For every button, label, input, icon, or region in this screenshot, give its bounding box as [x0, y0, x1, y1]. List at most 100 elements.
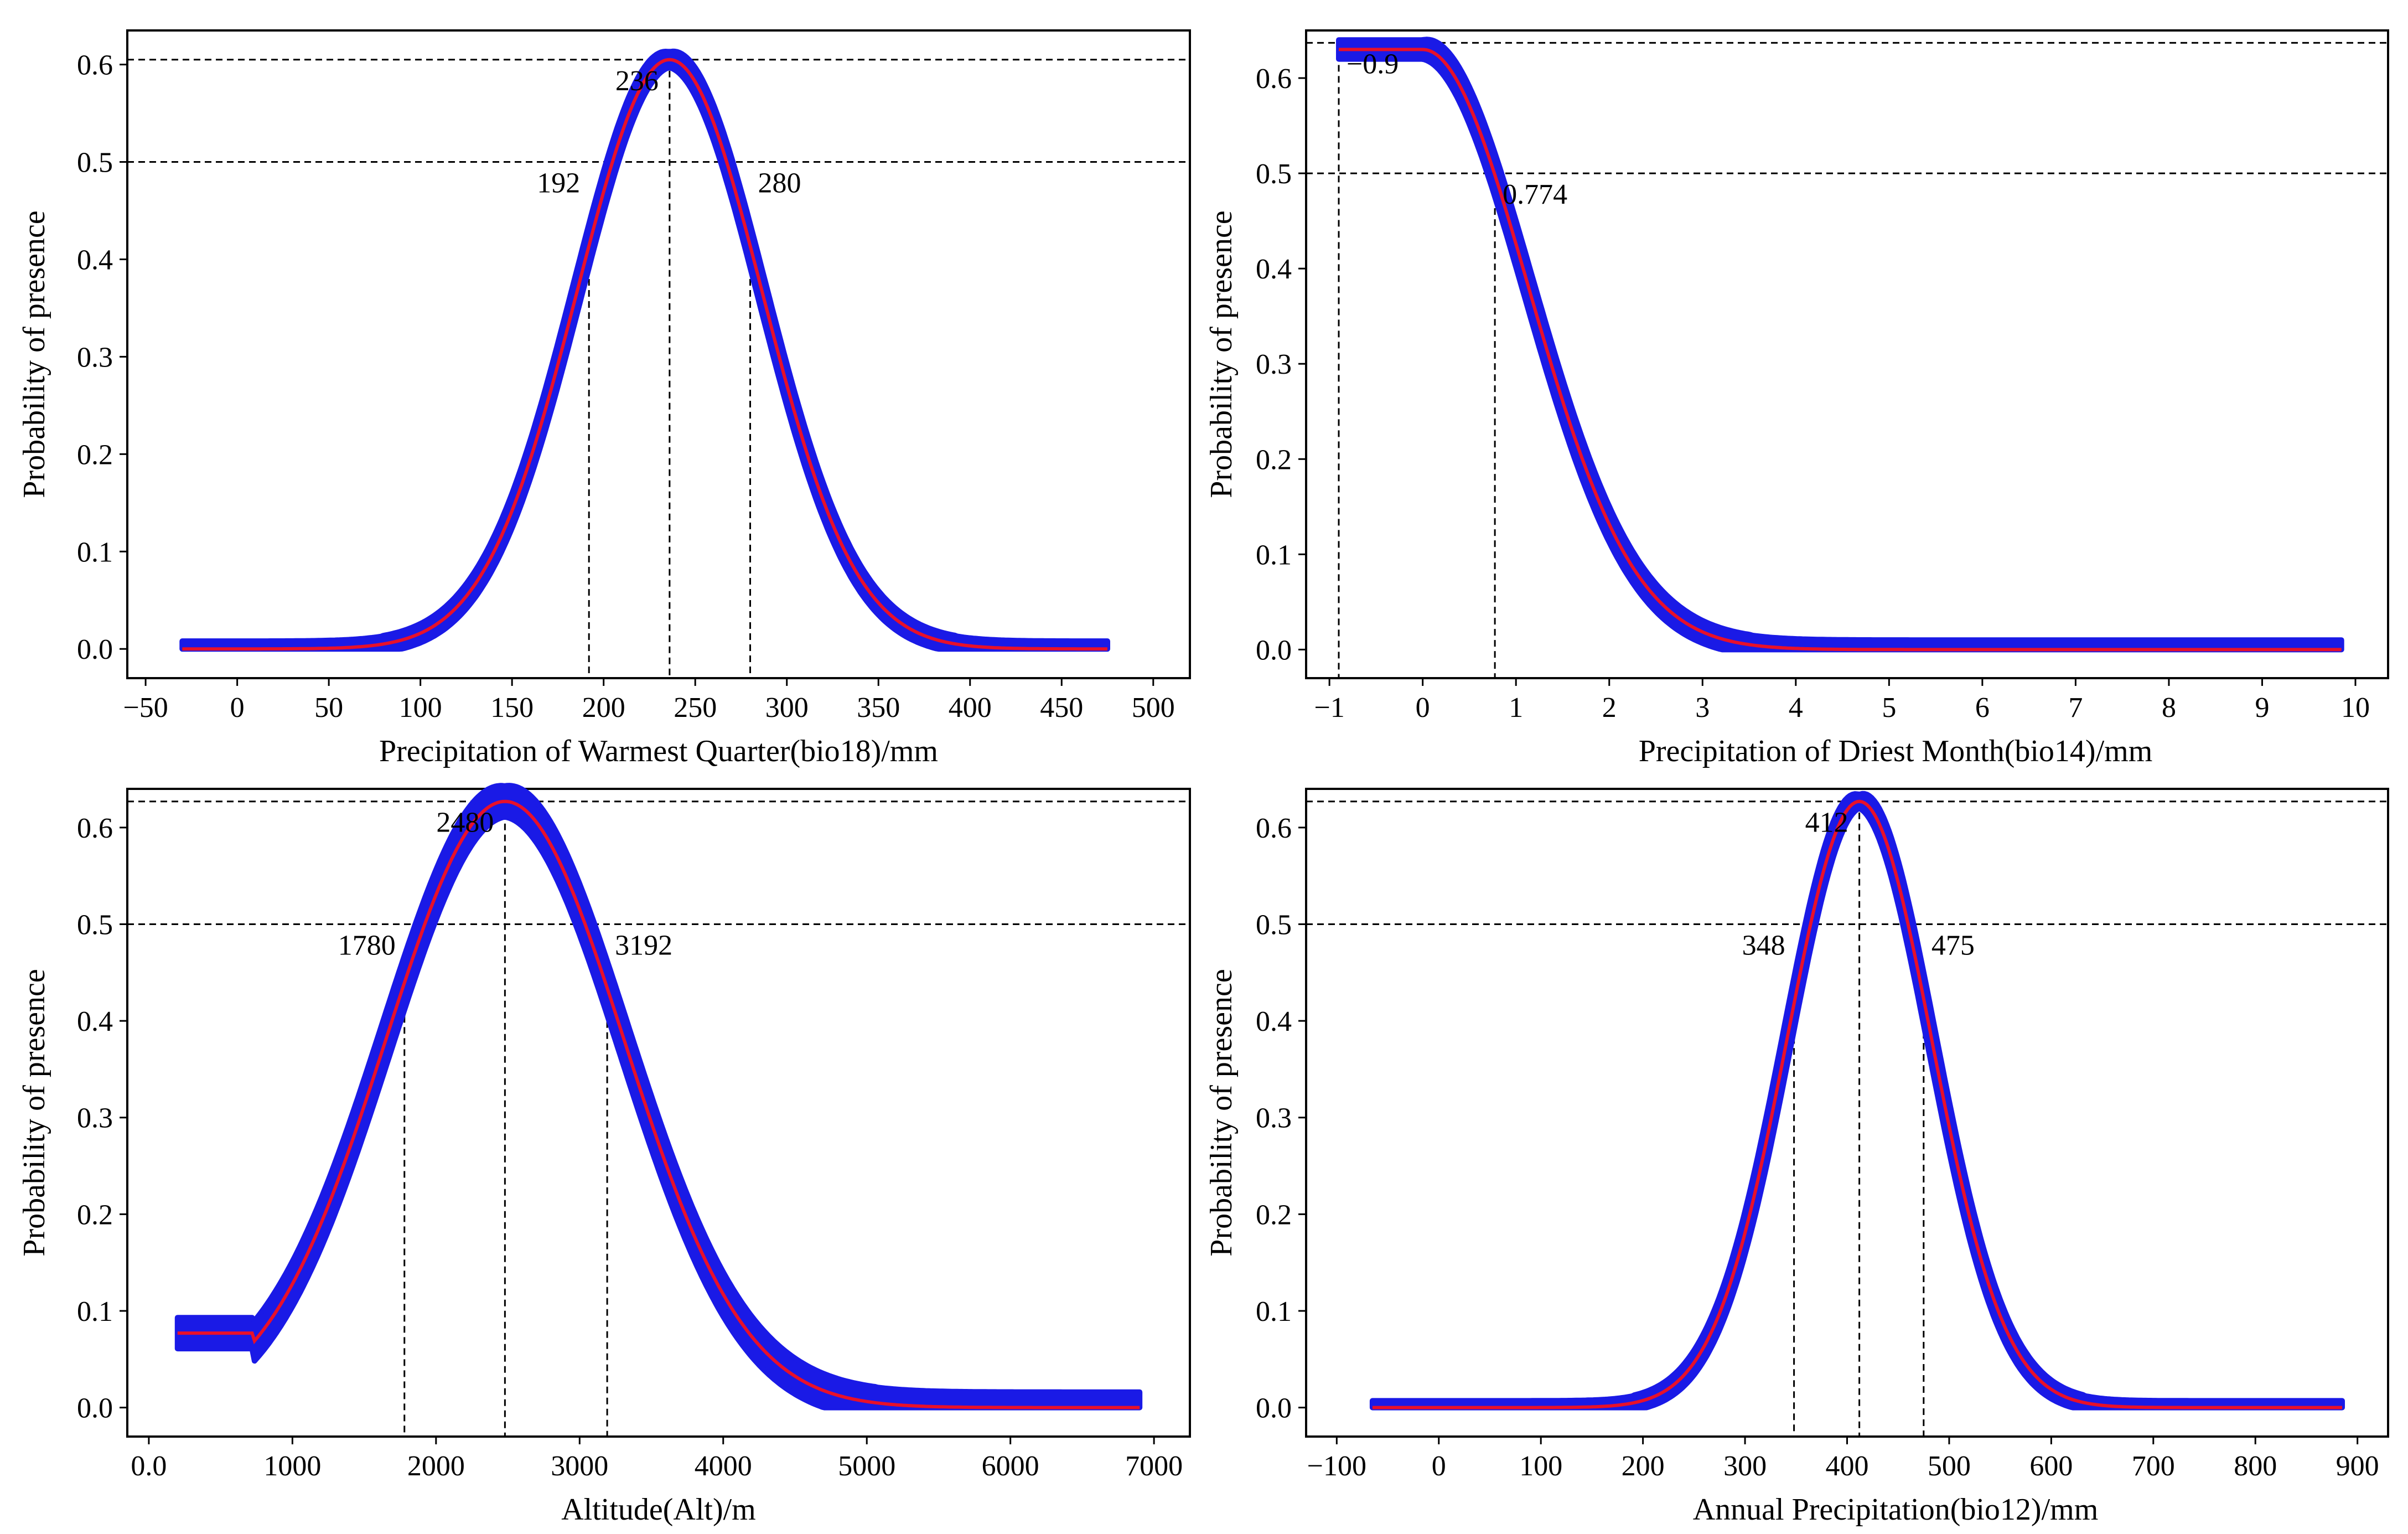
- x-tick-label: 400: [949, 692, 992, 724]
- y-tick-label: 0.5: [1256, 909, 1292, 941]
- x-tick-label: 1: [1509, 692, 1523, 724]
- x-tick-label: 150: [490, 692, 534, 724]
- x-tick-label: 300: [1723, 1450, 1767, 1482]
- reference-lines: [127, 59, 1190, 678]
- y-axis-label: Probability of presence: [1204, 969, 1239, 1256]
- panel-bio18: −50 0 50 100 150 200 250 300 350 400 450 500 0.0 0.1…: [17, 29, 1191, 768]
- x-tick-label: 0: [1432, 1450, 1446, 1482]
- panel-altitude: 0.0 1000 2000 3000 4000 5000 6000 7000 0.00.10.…: [17, 783, 1191, 1527]
- y-tick-label: 0.0: [1256, 1393, 1292, 1424]
- x-tick-label: 5: [1882, 692, 1896, 724]
- x-tick-label: 7000: [1125, 1450, 1183, 1482]
- x-tick-label: 5000: [838, 1450, 895, 1482]
- confidence-band: [174, 783, 1143, 1411]
- mean-response-line: [182, 58, 1107, 651]
- x-tick-label: 400: [1826, 1450, 1869, 1482]
- y-tick-label: 0.2: [1256, 1199, 1292, 1231]
- mean-response-line: [1372, 799, 2342, 1409]
- x-axis-ticks: 0.0 1000 2000 3000 4000 5000 6000 7000: [131, 1437, 1183, 1482]
- x-tick-label: 700: [2132, 1450, 2175, 1482]
- x-tick-label: 300: [765, 692, 809, 724]
- plot-frame: [1305, 29, 2389, 679]
- x-tick-label: 0: [230, 692, 245, 724]
- x-tick-label: 900: [2336, 1450, 2379, 1482]
- y-tick-label: 0.3: [1256, 349, 1292, 380]
- x-tick-label: 50: [314, 692, 343, 724]
- y-tick-label: 0.0: [77, 634, 113, 665]
- value-annotation: 236: [615, 65, 659, 97]
- panel-bio14: −1 0 1 2 3 4 5 6 7 8 9 10 0.0 0.1 0.2 0.3 0.4 0.5 0.6 −0.…: [1204, 29, 2389, 768]
- y-tick-label: 0.1: [1256, 1296, 1292, 1328]
- y-tick-label: 0.6: [77, 813, 113, 844]
- value-annotation: 192: [537, 168, 580, 199]
- x-axis-label: Annual Precipitation(bio12)/mm: [1693, 1492, 2099, 1527]
- x-tick-label: 4000: [695, 1450, 752, 1482]
- x-tick-label: 500: [1132, 692, 1175, 724]
- y-tick-label: 0.4: [1256, 1006, 1292, 1037]
- y-tick-label: 0.4: [1256, 254, 1292, 285]
- x-tick-label: 3000: [551, 1450, 608, 1482]
- x-tick-label: 10: [2341, 692, 2370, 724]
- y-axis-ticks: 0.0 0.1 0.2 0.3 0.4 0.5 0.6: [1256, 63, 1306, 666]
- x-tick-label: 1000: [263, 1450, 321, 1482]
- x-tick-label: 4: [1789, 692, 1803, 724]
- x-tick-label: −100: [1307, 1450, 1366, 1482]
- y-tick-label: 0.1: [77, 1296, 113, 1328]
- value-annotation: 3192: [615, 929, 672, 961]
- y-tick-label: 0.2: [77, 439, 113, 471]
- panel-bio12: −100 0 100 200 300 400 500 600 700 800 900 0.00.10…: [1204, 788, 2389, 1527]
- x-tick-label: 0.0: [131, 1450, 167, 1482]
- x-tick-label: 6: [1975, 692, 1990, 724]
- y-tick-label: 0.2: [1256, 444, 1292, 476]
- mean-response-line: [177, 799, 1140, 1409]
- value-annotation: 475: [1931, 929, 1975, 961]
- plot-frame: [126, 29, 1191, 679]
- x-tick-label: 3: [1695, 692, 1710, 724]
- reference-lines: [1306, 42, 2388, 678]
- x-tick-label: −1: [1314, 692, 1344, 724]
- x-tick-label: 200: [582, 692, 625, 724]
- y-tick-label: 0.3: [77, 1103, 113, 1134]
- x-tick-label: 600: [2029, 1450, 2073, 1482]
- x-tick-label: 200: [1622, 1450, 1665, 1482]
- response-curve: [1369, 791, 2345, 1411]
- y-tick-label: 0.1: [1256, 539, 1292, 571]
- x-axis-label: Precipitation of Driest Month(bio14)/mm: [1639, 734, 2153, 768]
- y-axis-label: Probability of presence: [17, 210, 51, 498]
- annotations: −0.9 0.774: [1347, 48, 1567, 210]
- x-tick-label: 100: [1519, 1450, 1562, 1482]
- x-tick-label: 9: [2255, 692, 2269, 724]
- value-annotation: 280: [758, 168, 801, 199]
- response-curve: [174, 783, 1143, 1411]
- y-tick-label: 0.4: [77, 244, 113, 276]
- x-tick-label: 6000: [982, 1450, 1039, 1482]
- y-tick-label: 0.4: [77, 1006, 113, 1037]
- y-tick-label: 0.6: [77, 50, 113, 81]
- plot-frame: [126, 788, 1191, 1438]
- value-annotation: 0.774: [1503, 179, 1567, 210]
- x-axis-label: Precipitation of Warmest Quarter(bio18)/…: [379, 734, 938, 768]
- x-tick-label: 100: [399, 692, 442, 724]
- plot-frame: [1305, 788, 2389, 1438]
- x-tick-label: 250: [674, 692, 717, 724]
- x-tick-label: 8: [2162, 692, 2176, 724]
- annotations: 236 192 280: [537, 65, 801, 199]
- x-tick-label: 450: [1040, 692, 1083, 724]
- y-tick-label: 0.3: [1256, 1103, 1292, 1134]
- x-tick-label: 2: [1602, 692, 1617, 724]
- reference-lines: [1306, 800, 2388, 1437]
- y-tick-label: 0.3: [77, 342, 113, 373]
- y-tick-label: 0.2: [77, 1199, 113, 1231]
- x-axis-ticks: −50 0 50 100 150 200 250 300 350 400 450 500: [123, 678, 1175, 724]
- confidence-band: [1336, 37, 2344, 653]
- x-tick-label: −50: [123, 692, 168, 724]
- value-annotation: 412: [1805, 807, 1848, 839]
- y-axis-label: Probability of presence: [17, 969, 51, 1256]
- y-tick-label: 0.1: [77, 536, 113, 568]
- x-tick-label: 350: [857, 692, 900, 724]
- x-tick-label: 0: [1416, 692, 1430, 724]
- y-axis-ticks: 0.0 0.1 0.2 0.3 0.4 0.5 0.6: [1256, 813, 1306, 1424]
- mean-response-line: [1339, 48, 2342, 652]
- x-axis-ticks: −1 0 1 2 3 4 5 6 7 8 9 10: [1314, 678, 2370, 724]
